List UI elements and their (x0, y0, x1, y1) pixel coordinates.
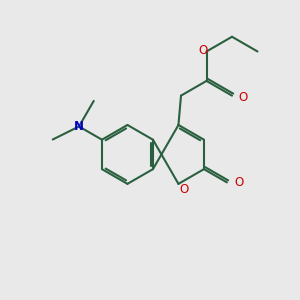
Text: N: N (74, 120, 84, 133)
Text: O: O (234, 176, 244, 189)
Text: O: O (198, 44, 208, 56)
Text: O: O (238, 91, 248, 103)
Text: O: O (179, 183, 188, 196)
